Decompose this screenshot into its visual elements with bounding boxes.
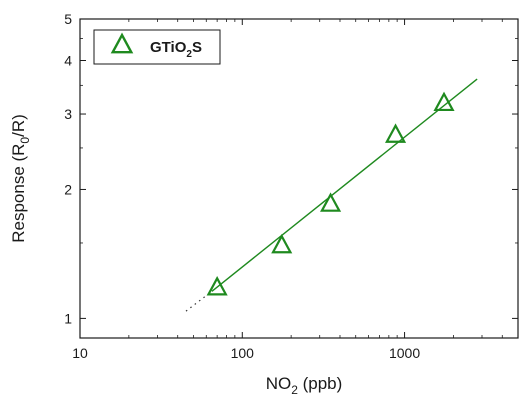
plot-frame bbox=[79, 18, 519, 339]
y-tick-label: 5 bbox=[64, 11, 72, 27]
x-tick-label: 1000 bbox=[389, 345, 420, 361]
legend-label: GTiO2S bbox=[150, 39, 202, 60]
data-point bbox=[271, 233, 293, 254]
x-tick-label: 10 bbox=[72, 345, 88, 361]
y-tick-label: 1 bbox=[64, 310, 72, 326]
x-axis-title: NO2 (ppb) bbox=[266, 374, 343, 397]
data-point bbox=[433, 91, 455, 112]
fit-line bbox=[211, 78, 478, 292]
y-tick-label: 4 bbox=[64, 53, 72, 69]
y-tick-label: 2 bbox=[64, 181, 72, 197]
y-axis-title: Response (R0/R) bbox=[9, 114, 32, 243]
y-tick-label: 3 bbox=[64, 106, 72, 122]
data-point bbox=[206, 276, 228, 296]
data-point bbox=[320, 192, 342, 212]
legend-marker bbox=[110, 32, 134, 54]
x-tick-label: 100 bbox=[231, 345, 255, 361]
data-point bbox=[385, 123, 407, 143]
